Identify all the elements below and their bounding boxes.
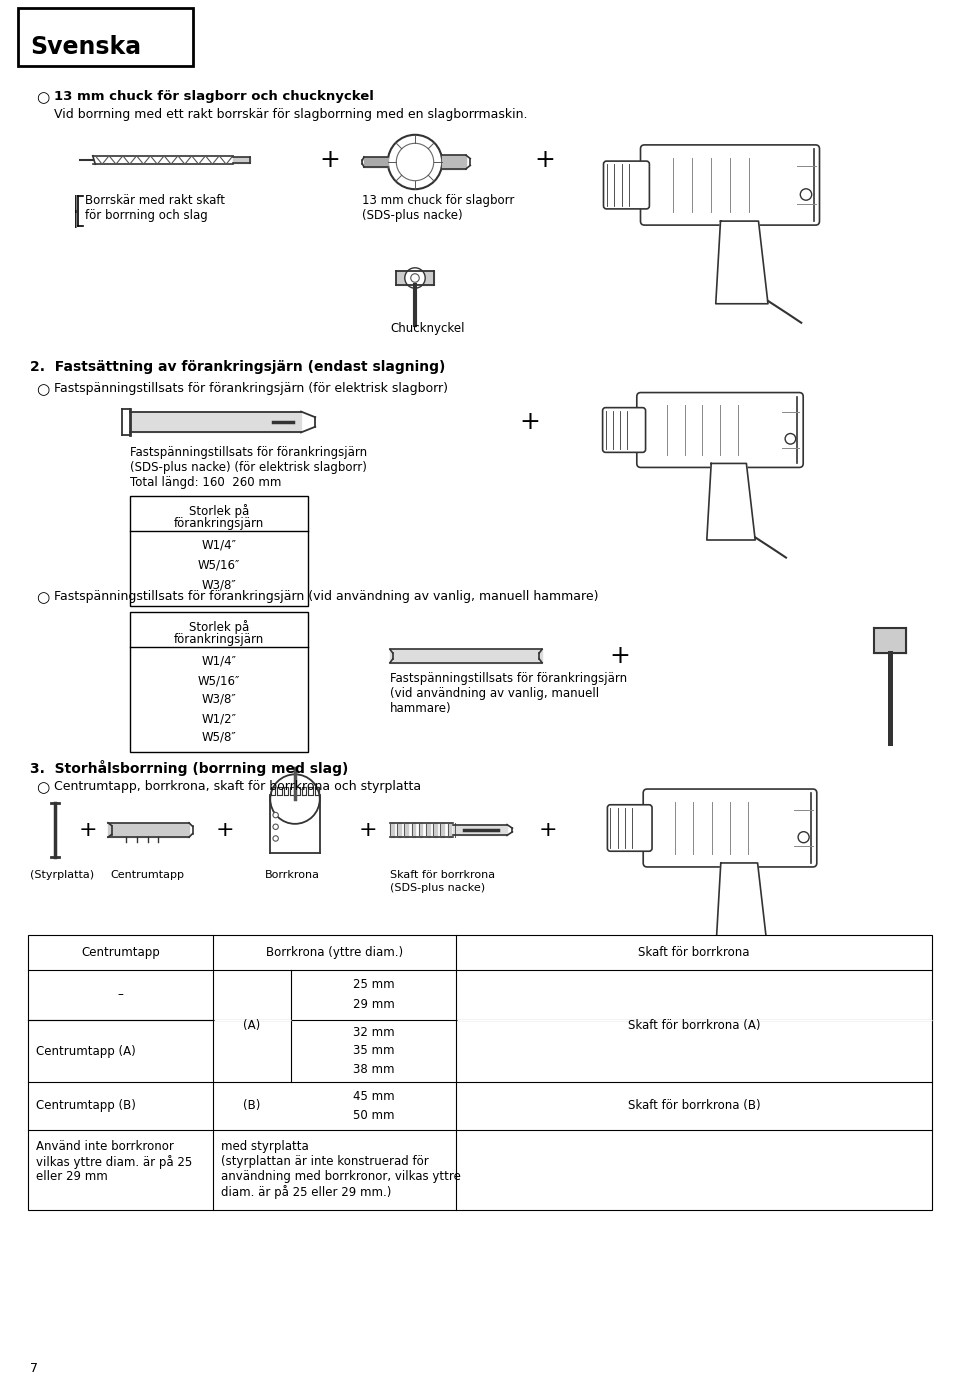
Text: W1/2″: W1/2″ — [202, 712, 236, 726]
Text: Borrkrona: Borrkrona — [265, 870, 320, 879]
Circle shape — [785, 433, 796, 445]
Text: ○: ○ — [36, 590, 49, 605]
Text: Vid borrning med ett rakt borrskär för slagborrning med en slagborrmaskin.: Vid borrning med ett rakt borrskär för s… — [54, 108, 527, 122]
Circle shape — [411, 274, 420, 282]
Text: Borrkrona (yttre diam.): Borrkrona (yttre diam.) — [266, 946, 403, 959]
FancyBboxPatch shape — [604, 161, 649, 208]
Text: (Styrplatta): (Styrplatta) — [30, 870, 94, 879]
Text: Centrumtapp (A): Centrumtapp (A) — [36, 1044, 135, 1057]
Text: Storlek på: Storlek på — [189, 505, 250, 519]
FancyBboxPatch shape — [643, 788, 817, 867]
Text: ○: ○ — [36, 382, 49, 397]
Text: +: + — [610, 644, 631, 668]
Bar — [28, 935, 932, 1211]
Text: vilkas yttre diam. är på 25: vilkas yttre diam. är på 25 — [36, 1155, 192, 1169]
Circle shape — [273, 836, 278, 842]
Circle shape — [798, 832, 809, 843]
Text: Använd inte borrkronor: Använd inte borrkronor — [36, 1139, 174, 1153]
Text: hammare): hammare) — [390, 702, 451, 714]
Text: eller 29 mm: eller 29 mm — [36, 1170, 108, 1183]
Text: Borrskär med rakt skaft: Borrskär med rakt skaft — [85, 194, 225, 207]
Circle shape — [273, 812, 278, 818]
FancyBboxPatch shape — [608, 805, 652, 851]
Circle shape — [388, 134, 443, 189]
Text: +: + — [539, 821, 558, 840]
Text: +: + — [519, 410, 540, 433]
Text: W1/4″: W1/4″ — [202, 540, 236, 552]
Text: 45 mm: 45 mm — [352, 1090, 395, 1103]
FancyBboxPatch shape — [640, 145, 820, 225]
Polygon shape — [707, 464, 756, 540]
Text: Fastspänningstillsats för förankringsjärn (vid användning av vanlig, manuell ham: Fastspänningstillsats för förankringsjär… — [54, 590, 598, 603]
Bar — [130, 496, 308, 605]
Text: (SDS-plus nacke): (SDS-plus nacke) — [390, 884, 485, 893]
Text: Centrumtapp: Centrumtapp — [110, 870, 184, 879]
Polygon shape — [716, 221, 768, 303]
Circle shape — [801, 189, 812, 200]
FancyBboxPatch shape — [603, 408, 645, 453]
Text: +: + — [359, 821, 377, 840]
Circle shape — [271, 774, 320, 823]
Text: 13 mm chuck för slagborr och chucknyckel: 13 mm chuck för slagborr och chucknyckel — [54, 89, 373, 103]
Text: Svenska: Svenska — [30, 35, 141, 59]
Text: 7: 7 — [30, 1362, 38, 1376]
Text: +: + — [320, 148, 341, 172]
Text: diam. är på 25 eller 29 mm.): diam. är på 25 eller 29 mm.) — [221, 1186, 392, 1199]
Text: Fastspänningstillsats för förankringsjärn: Fastspänningstillsats för förankringsjär… — [390, 672, 627, 685]
Text: Centrumtapp, borrkrona, skaft för borrkrona och styrplatta: Centrumtapp, borrkrona, skaft för borrkr… — [54, 780, 421, 793]
Text: (B): (B) — [243, 1099, 261, 1113]
Text: W5/8″: W5/8″ — [202, 731, 236, 744]
Text: W3/8″: W3/8″ — [202, 693, 236, 706]
Text: 25 mm: 25 mm — [352, 979, 395, 991]
Bar — [18, 8, 193, 66]
Text: 2.  Fastsättning av förankringsjärn (endast slagning): 2. Fastsättning av förankringsjärn (enda… — [30, 361, 445, 375]
Text: Storlek på: Storlek på — [189, 619, 250, 633]
Text: ○: ○ — [36, 89, 49, 105]
Text: 3.  Storhålsborrning (borrning med slag): 3. Storhålsborrning (borrning med slag) — [30, 761, 348, 776]
Text: 50 mm: 50 mm — [352, 1109, 395, 1123]
Text: 29 mm: 29 mm — [352, 998, 395, 1012]
Text: Chucknyckel: Chucknyckel — [390, 322, 465, 336]
Text: med styrplatta: med styrplatta — [221, 1139, 309, 1153]
Text: Centrumtapp (B): Centrumtapp (B) — [36, 1099, 136, 1113]
Text: (vid användning av vanlig, manuell: (vid användning av vanlig, manuell — [390, 686, 599, 700]
Text: W1/4″: W1/4″ — [202, 656, 236, 668]
Text: ○: ○ — [36, 780, 49, 795]
Text: W3/8″: W3/8″ — [202, 579, 236, 591]
Text: förankringsjärn: förankringsjärn — [174, 517, 264, 530]
Text: Fastspänningstillsats för förankringsjärn: Fastspänningstillsats för förankringsjär… — [130, 446, 367, 459]
Text: W5/16″: W5/16″ — [198, 559, 240, 572]
Text: förankringsjärn: förankringsjärn — [174, 633, 264, 646]
Text: (styrplattan är inte konstruerad för: (styrplattan är inte konstruerad för — [221, 1155, 429, 1167]
Text: användning med borrkronor, vilkas yttre: användning med borrkronor, vilkas yttre — [221, 1170, 461, 1183]
Circle shape — [405, 268, 425, 288]
Text: 13 mm chuck för slagborr: 13 mm chuck för slagborr — [362, 194, 515, 207]
Text: 32 mm: 32 mm — [352, 1026, 395, 1039]
Text: –: – — [117, 988, 124, 1001]
Text: (SDS-plus nacke) (för elektrisk slagborr): (SDS-plus nacke) (för elektrisk slagborr… — [130, 461, 367, 474]
Circle shape — [273, 823, 278, 829]
Circle shape — [396, 144, 434, 180]
Text: Skaft för borrkrona: Skaft för borrkrona — [638, 946, 750, 959]
Text: 38 mm: 38 mm — [352, 1062, 395, 1076]
Text: W5/16″: W5/16″ — [198, 674, 240, 686]
Bar — [130, 612, 308, 752]
Text: Skaft för borrkrona (A): Skaft för borrkrona (A) — [628, 1019, 760, 1033]
Text: Skaft för borrkrona (B): Skaft för borrkrona (B) — [628, 1099, 760, 1113]
Text: |: | — [73, 194, 79, 212]
Text: (A): (A) — [244, 1019, 260, 1033]
Text: (SDS-plus nacke): (SDS-plus nacke) — [362, 208, 463, 222]
Text: Skaft för borrkrona: Skaft för borrkrona — [390, 870, 495, 879]
Text: +: + — [79, 821, 97, 840]
Text: +: + — [535, 148, 556, 172]
FancyBboxPatch shape — [636, 393, 804, 467]
Text: |: | — [73, 210, 79, 228]
Text: för borrning och slag: för borrning och slag — [85, 208, 207, 222]
Text: 35 mm: 35 mm — [352, 1044, 395, 1057]
Text: +: + — [216, 821, 234, 840]
Text: Total längd: 160  260 mm: Total längd: 160 260 mm — [130, 475, 281, 489]
Polygon shape — [716, 863, 767, 944]
Text: Fastspänningstillsats för förankringsjärn (för elektrisk slagborr): Fastspänningstillsats för förankringsjär… — [54, 382, 448, 396]
Text: Centrumtapp: Centrumtapp — [82, 946, 160, 959]
